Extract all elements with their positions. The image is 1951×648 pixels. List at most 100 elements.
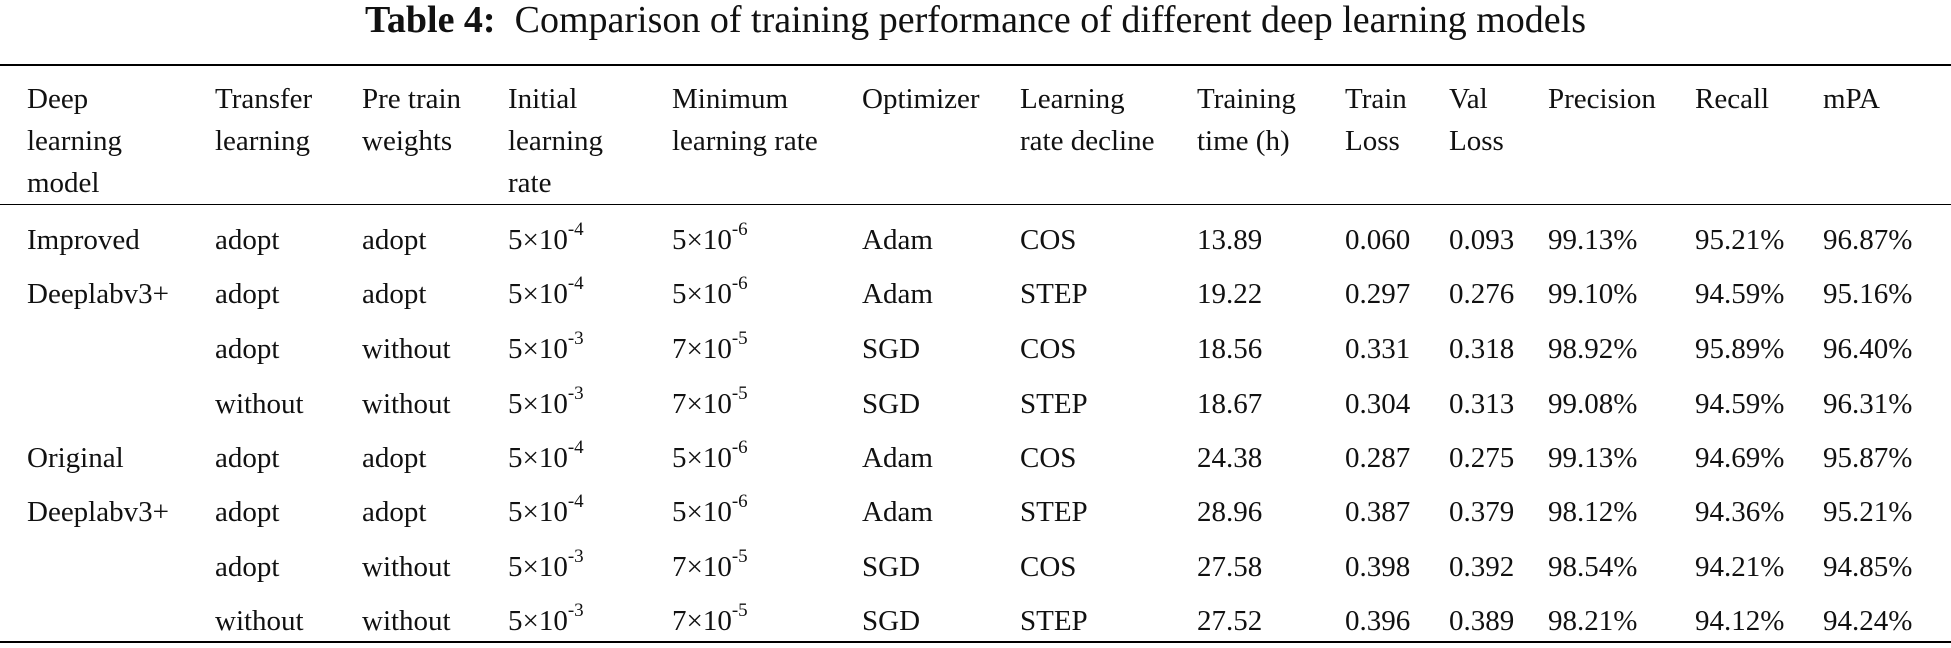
cell-optimizer: SGD xyxy=(862,333,921,365)
cell-learning-rate-decline: COS xyxy=(1020,224,1077,256)
rate-exponent: -3 xyxy=(567,328,584,349)
cell-recall: 94.12% xyxy=(1695,605,1785,637)
cell-minimum-learning-rate: 7×10-5 xyxy=(672,377,748,431)
cell-initial-learning-rate: 5×10-3 xyxy=(508,322,584,376)
cell-transfer-learning: adopt xyxy=(215,442,280,474)
cell-precision: 98.54% xyxy=(1548,551,1638,583)
cell-training-time: 18.67 xyxy=(1197,388,1263,420)
cell-mpa: 96.87% xyxy=(1823,224,1913,256)
cell-learning-rate-decline: STEP xyxy=(1020,496,1088,528)
rate-base: 7×10 xyxy=(672,333,732,365)
cell-train-loss: 0.060 xyxy=(1345,224,1411,256)
rate-exponent: -5 xyxy=(731,546,748,567)
cell-precision: 98.21% xyxy=(1548,605,1638,637)
table-row: without without 5×10-3 7×10-5 SGD STEP 27.52 0.… xyxy=(0,594,1951,648)
cell-initial-learning-rate: 5×10-3 xyxy=(508,540,584,594)
header-training-time: Training time (h) xyxy=(1197,83,1296,157)
cell-minimum-learning-rate: 7×10-5 xyxy=(672,540,748,594)
cell-training-time: 27.52 xyxy=(1197,605,1263,637)
rate-base: 5×10 xyxy=(672,278,732,310)
cell-precision: 99.08% xyxy=(1548,388,1638,420)
cell-initial-learning-rate: 5×10-4 xyxy=(508,267,584,321)
cell-train-loss: 0.396 xyxy=(1345,605,1411,637)
rate-base: 5×10 xyxy=(672,224,732,256)
cell-minimum-learning-rate: 5×10-6 xyxy=(672,213,748,267)
header-learning-rate-decline: Learning rate decline xyxy=(1020,83,1155,157)
rate-exponent: -3 xyxy=(567,546,584,567)
cell-minimum-learning-rate: 7×10-5 xyxy=(672,322,748,376)
cell-recall: 95.21% xyxy=(1695,224,1785,256)
cell-learning-rate-decline: STEP xyxy=(1020,388,1088,420)
cell-learning-rate-decline: COS xyxy=(1020,333,1077,365)
cell-train-loss: 0.387 xyxy=(1345,496,1411,528)
cell-mpa: 95.21% xyxy=(1823,496,1913,528)
cell-val-loss: 0.318 xyxy=(1449,333,1515,365)
rate-exponent: -6 xyxy=(731,219,748,240)
table-caption: Table 4: Comparison of training performa… xyxy=(0,0,1951,40)
table-row: adopt without 5×10-3 7×10-5 SGD COS 18.56 0.331… xyxy=(0,322,1951,376)
cell-optimizer: Adam xyxy=(862,442,933,474)
cell-recall: 94.36% xyxy=(1695,496,1785,528)
cell-transfer-learning: adopt xyxy=(215,333,280,365)
header-precision: Precision xyxy=(1548,83,1656,115)
cell-optimizer: SGD xyxy=(862,605,921,637)
cell-transfer-learning: without xyxy=(215,605,304,637)
cell-precision: 98.92% xyxy=(1548,333,1638,365)
cell-transfer-learning: adopt xyxy=(215,278,280,310)
rate-base: 5×10 xyxy=(508,496,568,528)
cell-learning-rate-decline: STEP xyxy=(1020,278,1088,310)
table-top-rule xyxy=(0,64,1951,66)
cell-precision: 99.13% xyxy=(1548,224,1638,256)
rate-base: 5×10 xyxy=(508,333,568,365)
rate-exponent: -4 xyxy=(567,491,584,512)
cell-val-loss: 0.275 xyxy=(1449,442,1515,474)
cell-transfer-learning: without xyxy=(215,388,304,420)
table-row: adopt without 5×10-3 7×10-5 SGD COS 27.58 0.398… xyxy=(0,540,1951,594)
table-bottom-rule xyxy=(0,641,1951,643)
cell-val-loss: 0.276 xyxy=(1449,278,1515,310)
cell-initial-learning-rate: 5×10-3 xyxy=(508,377,584,431)
rate-exponent: -3 xyxy=(567,600,584,621)
cell-train-loss: 0.287 xyxy=(1345,442,1411,474)
cell-minimum-learning-rate: 7×10-5 xyxy=(672,594,748,648)
cell-val-loss: 0.093 xyxy=(1449,224,1515,256)
cell-recall: 94.21% xyxy=(1695,551,1785,583)
table-row: adopt adopt 5×10-4 5×10-6 Adam STEP 19.22 0.297… xyxy=(0,267,1951,321)
cell-mpa: 95.87% xyxy=(1823,442,1913,474)
cell-pre-train-weights: without xyxy=(362,551,451,583)
cell-recall: 94.59% xyxy=(1695,388,1785,420)
cell-minimum-learning-rate: 5×10-6 xyxy=(672,485,748,539)
cell-pre-train-weights: adopt xyxy=(362,442,427,474)
cell-training-time: 27.58 xyxy=(1197,551,1263,583)
cell-pre-train-weights: adopt xyxy=(362,224,427,256)
rate-base: 5×10 xyxy=(672,496,732,528)
header-initial-learning-rate: Initial learning rate xyxy=(508,83,604,199)
cell-train-loss: 0.398 xyxy=(1345,551,1411,583)
cell-optimizer: Adam xyxy=(862,278,933,310)
cell-transfer-learning: adopt xyxy=(215,224,280,256)
cell-mpa: 96.31% xyxy=(1823,388,1913,420)
cell-val-loss: 0.389 xyxy=(1449,605,1515,637)
cell-transfer-learning: adopt xyxy=(215,496,280,528)
cell-train-loss: 0.331 xyxy=(1345,333,1411,365)
cell-minimum-learning-rate: 5×10-6 xyxy=(672,431,748,485)
cell-val-loss: 0.392 xyxy=(1449,551,1515,583)
cell-mpa: 94.24% xyxy=(1823,605,1913,637)
cell-optimizer: Adam xyxy=(862,224,933,256)
header-val-loss: Val Loss xyxy=(1449,83,1504,157)
cell-training-time: 19.22 xyxy=(1197,278,1263,310)
table-row: adopt adopt 5×10-4 5×10-6 Adam STEP 28.96 0.387… xyxy=(0,485,1951,539)
rate-exponent: -3 xyxy=(567,383,584,404)
rate-exponent: -4 xyxy=(567,219,584,240)
rate-exponent: -6 xyxy=(731,437,748,458)
cell-training-time: 18.56 xyxy=(1197,333,1263,365)
cell-mpa: 96.40% xyxy=(1823,333,1913,365)
cell-mpa: 94.85% xyxy=(1823,551,1913,583)
cell-pre-train-weights: without xyxy=(362,388,451,420)
table-caption-text: Comparison of training performance of di… xyxy=(514,0,1586,41)
cell-initial-learning-rate: 5×10-4 xyxy=(508,485,584,539)
cell-pre-train-weights: without xyxy=(362,605,451,637)
cell-val-loss: 0.313 xyxy=(1449,388,1515,420)
cell-pre-train-weights: without xyxy=(362,333,451,365)
rate-base: 5×10 xyxy=(508,551,568,583)
